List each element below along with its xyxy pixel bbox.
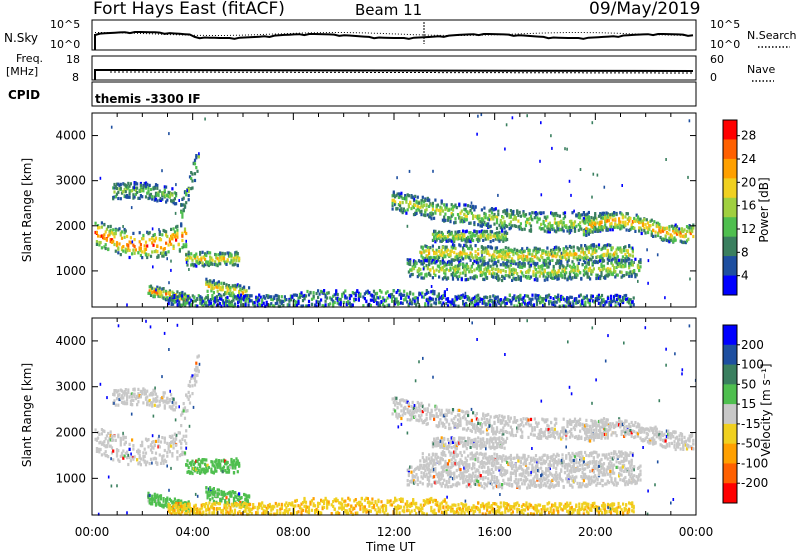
colorbar-frame: [722, 324, 738, 504]
x-tick-label: 00:00: [75, 525, 110, 539]
colorbar-tick-label: 12: [741, 222, 756, 236]
x-tick-label: 04:00: [175, 525, 210, 539]
freq-label: Freq.: [16, 52, 44, 65]
x-tick-label: 08:00: [276, 525, 311, 539]
nsky-tick-high: 10^5: [50, 18, 81, 31]
colorbar-segment: [723, 197, 737, 218]
colorbar-frame: [722, 119, 738, 296]
colorbar-segment: [723, 443, 737, 464]
y-tick-label: 2000: [55, 219, 86, 233]
nave-trace: [109, 71, 694, 74]
y-tick-label: 4000: [55, 334, 86, 348]
colorbar-tick-label: -15: [741, 417, 761, 431]
colorbar-tick-label: -50: [741, 437, 761, 451]
colorbar-segment: [723, 344, 737, 366]
freq-tick-high: 18: [66, 53, 80, 66]
x-tick-label: 00:00: [679, 525, 714, 539]
nsky-label: N.Sky: [4, 31, 39, 45]
freq-trace: [94, 68, 694, 80]
velocity-cells: [94, 319, 697, 516]
y-tick-label: 4000: [55, 129, 86, 143]
x-tick-label: 16:00: [477, 525, 512, 539]
x-tick-label: 20:00: [578, 525, 613, 539]
y-tick-label: 3000: [55, 380, 86, 394]
colorbar-segment: [723, 236, 737, 257]
date-label: 09/May/2019: [589, 0, 701, 19]
cpid-panel-frame: [91, 81, 697, 107]
colorbar-segment: [723, 256, 737, 277]
colorbar-segment: [723, 404, 737, 425]
nsearch-tick-low: 10^0: [710, 38, 741, 51]
colorbar-tick-label: 20: [741, 175, 756, 189]
colorbar-segment: [723, 120, 737, 140]
y-tick-label: 2000: [55, 426, 86, 440]
colorbar-segment: [723, 178, 737, 199]
beam-label: Beam 11: [355, 1, 423, 19]
cpid-label: CPID: [8, 88, 41, 102]
colorbar-segment: [723, 275, 737, 296]
colorbar-segment: [723, 463, 737, 484]
freq-tick-low: 8: [72, 71, 79, 84]
colorbar-segment: [723, 364, 737, 385]
velocity-panel: 1000 2000 3000 4000 200 100 50 15 -15 -50 -100 -200: [55, 317, 768, 516]
colorbar-segment: [723, 423, 737, 445]
cpid-value: themis -3300 IF: [95, 92, 201, 106]
colorbar-segment: [723, 384, 737, 405]
colorbar-tick-label: 50: [741, 377, 756, 391]
plot-title: Fort Hays East (fitACF): [93, 0, 285, 19]
freq-unit-label: [MHz]: [6, 65, 39, 78]
colorbar-tick-label: -200: [741, 476, 768, 490]
colorbar-tick-label: 16: [741, 199, 756, 213]
colorbar-tick-label: 8: [741, 245, 749, 259]
power-cells: [94, 113, 695, 310]
colorbar-segment: [723, 325, 737, 346]
x-tick-label: 12:00: [377, 525, 412, 539]
y-tick-label: 3000: [55, 174, 86, 188]
colorbar-tick-label: 4: [741, 269, 749, 283]
nsearch-label: N.Search: [747, 29, 797, 42]
nsky-panel-frame: [91, 19, 697, 51]
colorbar-tick-label: 200: [741, 338, 764, 352]
colorbar-tick-label: 15: [741, 397, 756, 411]
freq-panel-frame: [91, 55, 697, 81]
nsky-tick-low: 10^0: [50, 38, 81, 51]
colorbar-tick-label: 100: [741, 358, 764, 372]
power-panel: 1000 2000 3000 4000 4 8 12 16 20 24 28: [55, 112, 756, 310]
time-axis-label: Time UT: [366, 540, 416, 554]
y-tick-label: 1000: [55, 471, 86, 485]
nsearch-tick-high: 10^5: [710, 18, 741, 31]
colorbar-segment: [723, 139, 737, 160]
nsky-trace: [94, 31, 694, 40]
y-tick-label: 1000: [55, 264, 86, 278]
colorbar-segment: [723, 217, 737, 238]
colorbar-segment: [723, 483, 737, 504]
colorbar-tick-label: -100: [741, 456, 768, 470]
nave-label: Nave: [747, 63, 776, 76]
nave-tick-high: 60: [710, 53, 724, 66]
nsearch-trace: [95, 32, 693, 36]
colorbar-tick-label: 28: [741, 129, 756, 143]
colorbar-tick-label: 24: [741, 152, 756, 166]
colorbar-segment: [723, 158, 737, 179]
nave-tick-low: 0: [710, 71, 717, 84]
